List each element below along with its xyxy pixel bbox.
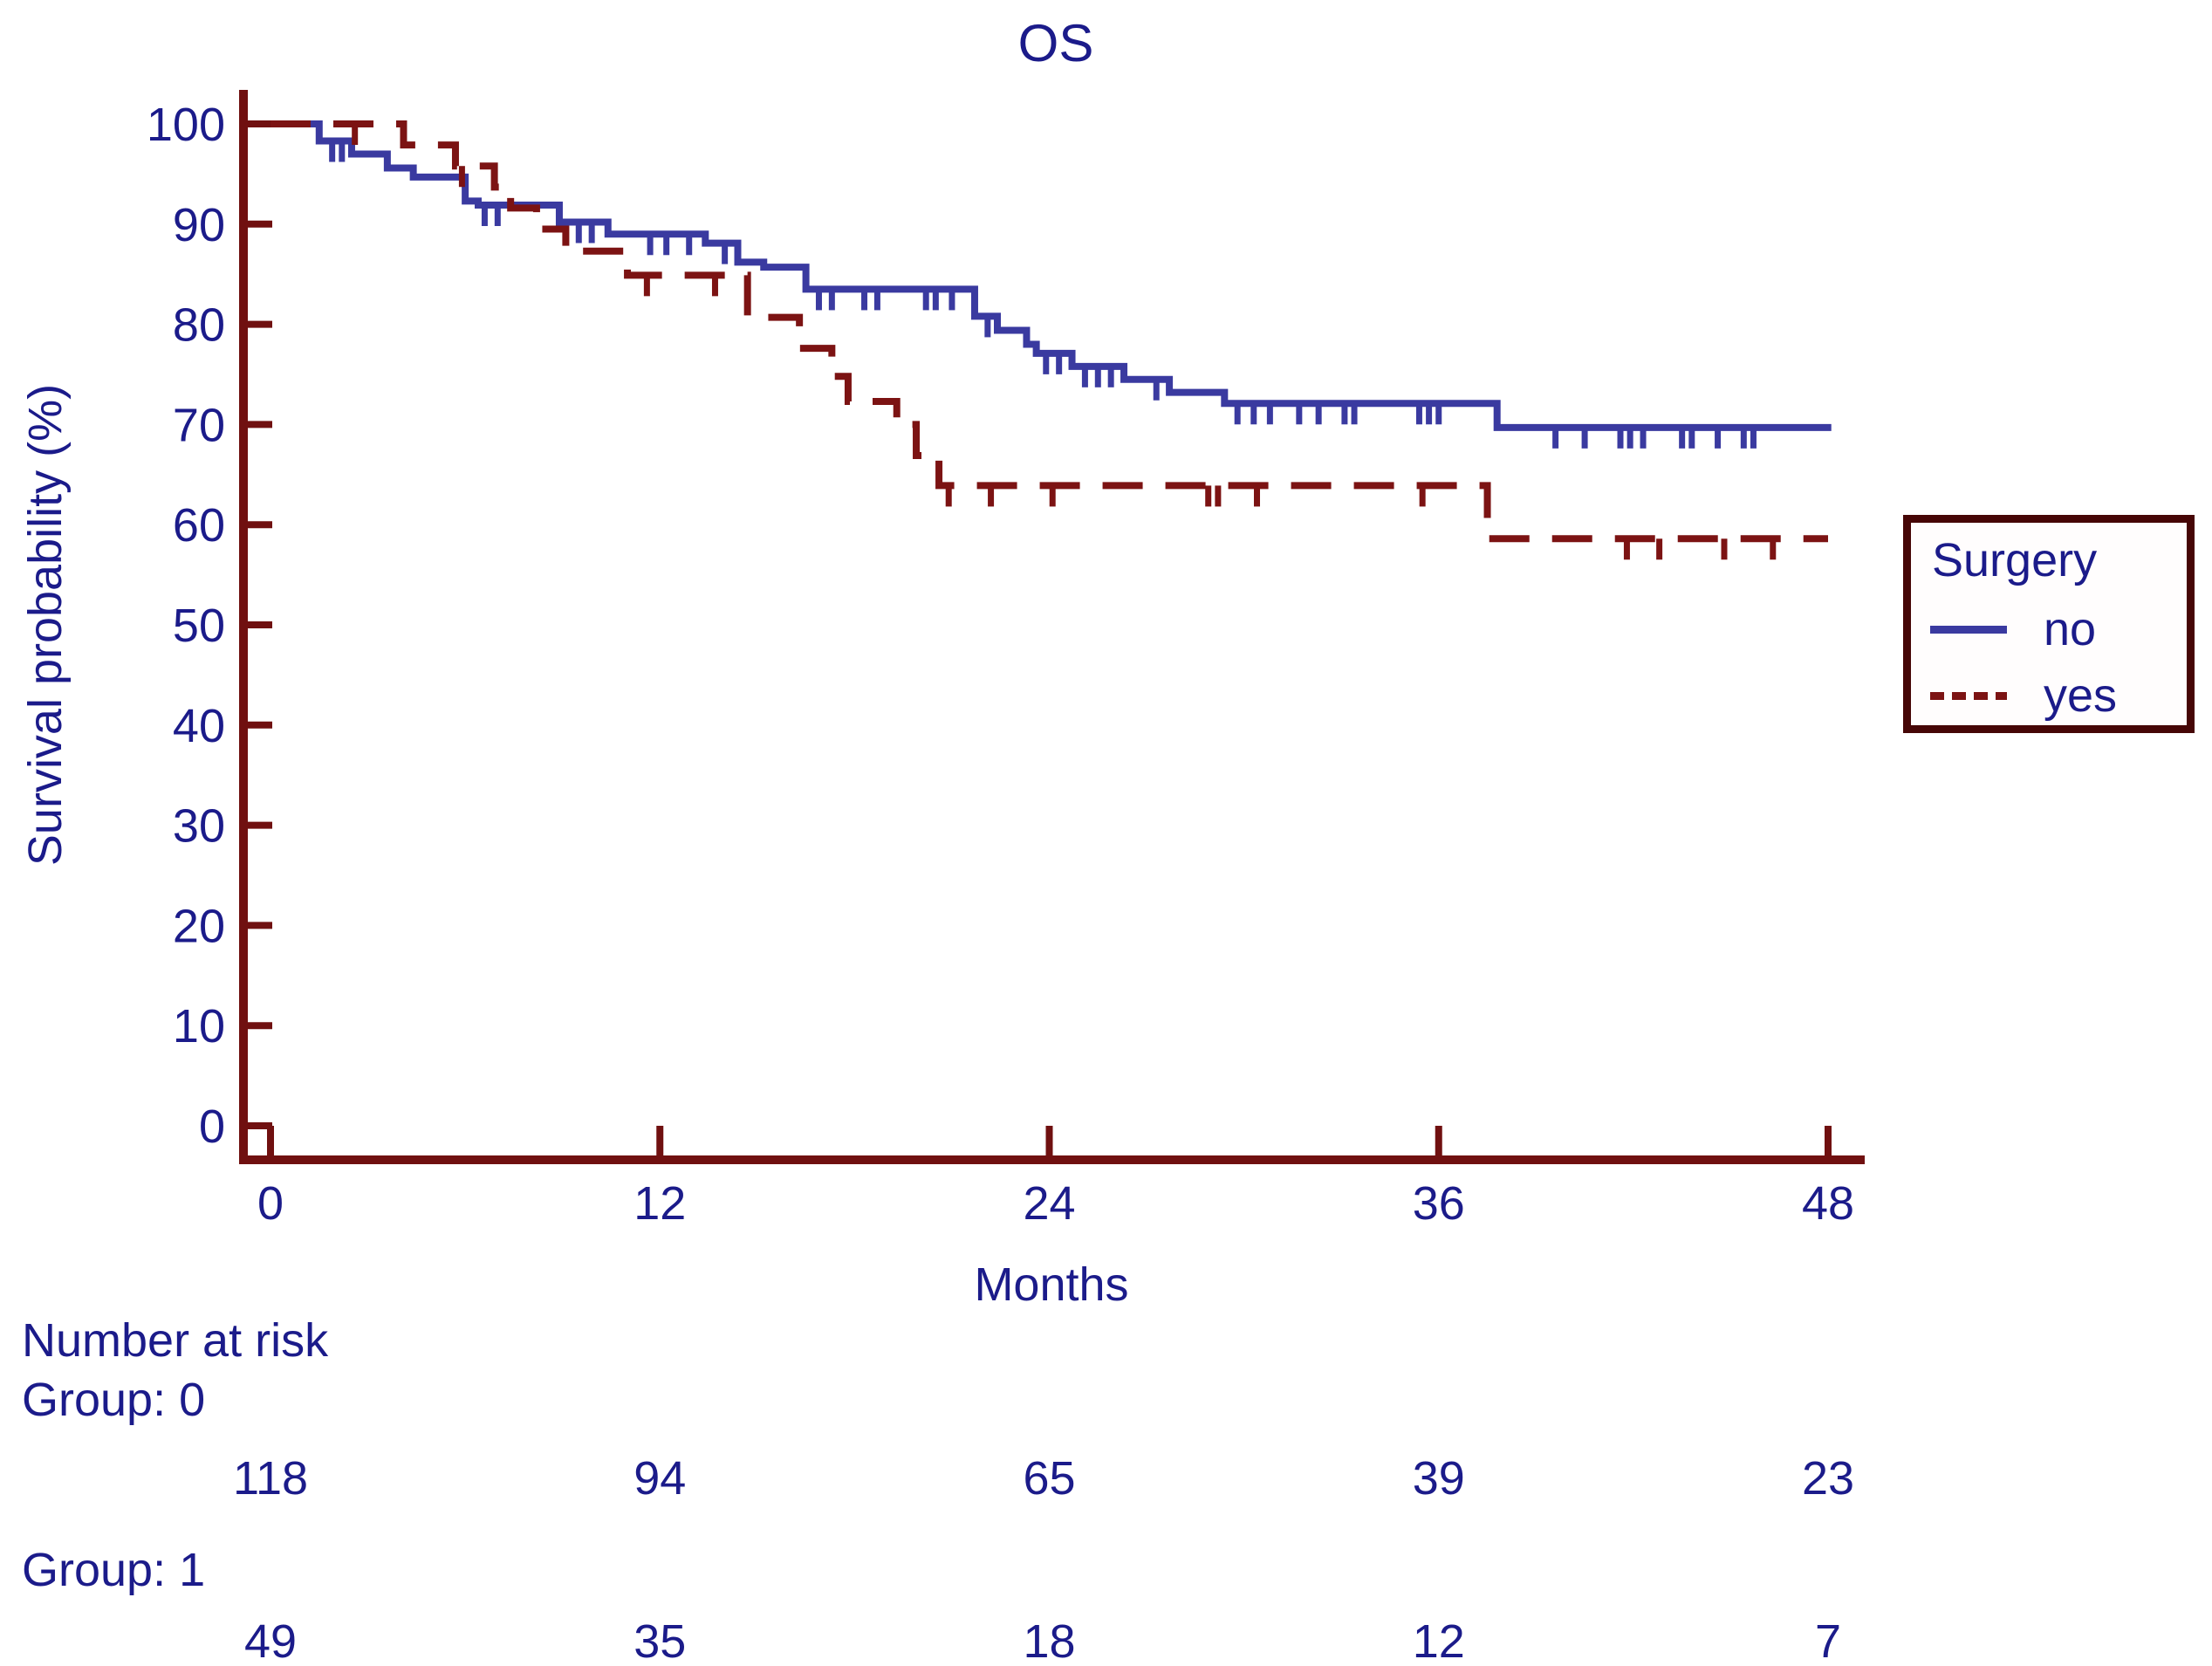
risk-count-group1-month36: 12 [1412,1615,1465,1666]
x-axis-title: Months [974,1258,1129,1311]
y-tick-label-10: 10 [173,1000,225,1052]
y-tick-label-40: 40 [173,700,225,752]
y-tick-label-100: 100 [147,99,225,151]
risk-table-heading: Number at risk [22,1314,329,1367]
survival-curve-yes [271,120,1828,543]
survival-curve-no [271,120,1832,431]
y-axis-title: Survival probability (%) [19,383,72,867]
legend-entry-yes: yes [1930,670,2117,721]
risk-count-group0-month12: 94 [633,1452,687,1505]
risk-group1-label: Group: 1 [22,1544,206,1596]
risk-row-group1: 49 35 18 12 7 [0,1616,2212,1666]
x-tick-label-36: 36 [1413,1177,1465,1230]
legend-title: Surgery [1932,534,2098,586]
risk-count-group0-month36: 39 [1412,1452,1465,1505]
risk-count-group1-month48: 7 [1814,1615,1842,1666]
risk-count-group1-month0: 49 [243,1615,298,1666]
legend-entry-no: no [1930,604,2096,655]
legend: Surgery no yes [1903,515,2195,733]
risk-count-group0-month48: 23 [1801,1452,1855,1505]
x-tick-label-48: 48 [1802,1177,1854,1230]
chart-title: OS [1017,14,1094,72]
legend-line-no-icon [1930,625,2007,634]
legend-label-yes: yes [2044,669,2118,722]
x-tick-label-24: 24 [1023,1177,1075,1230]
risk-count-group1-month12: 35 [633,1615,687,1666]
y-tick-label-60: 60 [173,499,225,552]
y-tick-label-70: 70 [173,399,225,451]
y-tick-label-20: 20 [173,900,225,952]
y-tick-label-30: 30 [173,800,225,853]
x-tick-label-0: 0 [257,1177,284,1230]
y-tick-label-80: 80 [173,299,225,352]
risk-count-group0-month0: 118 [232,1452,309,1505]
x-tick-label-12: 12 [633,1177,686,1230]
risk-row-group0: 118 94 65 39 23 [0,1453,2212,1504]
risk-group0-label: Group: 0 [22,1374,206,1426]
legend-label-no: no [2044,603,2097,655]
y-tick-label-90: 90 [173,199,225,251]
y-tick-label-50: 50 [173,600,225,652]
legend-line-yes-icon [1930,691,2007,700]
y-tick-label-0: 0 [199,1100,225,1153]
risk-count-group0-month24: 65 [1023,1452,1076,1505]
risk-count-group1-month24: 18 [1023,1615,1076,1666]
